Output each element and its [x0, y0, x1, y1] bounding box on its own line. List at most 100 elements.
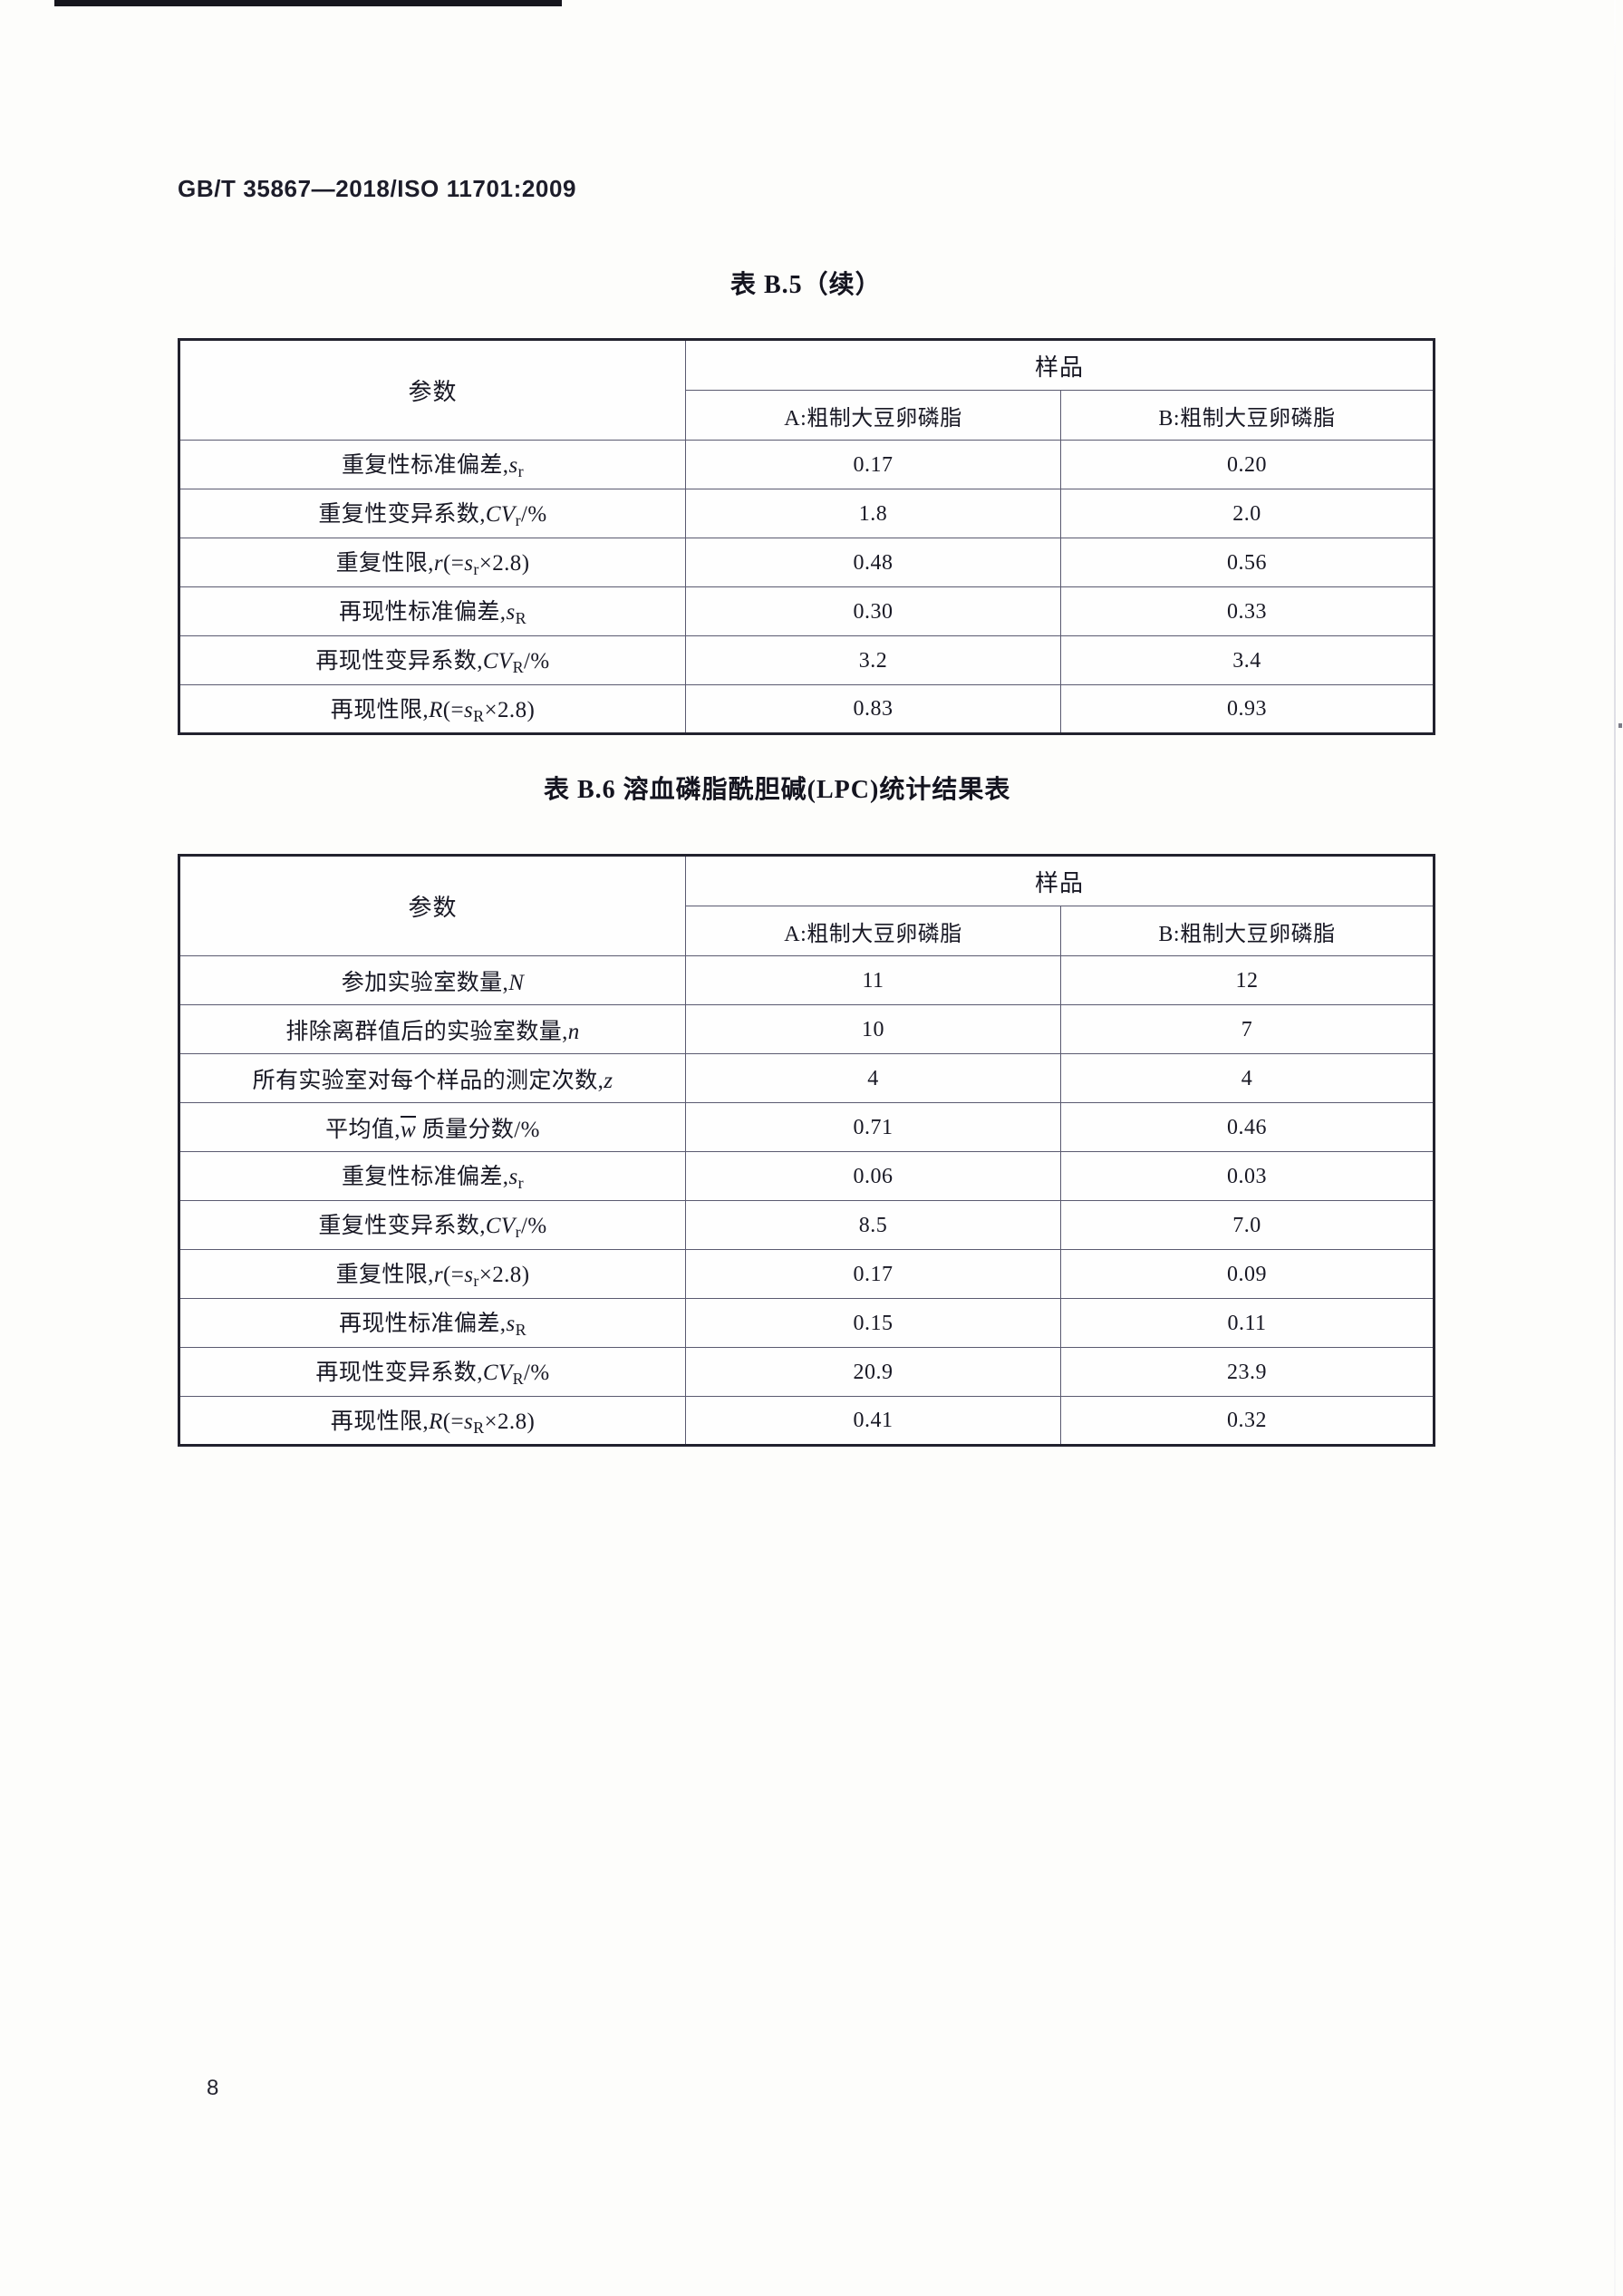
header-cell-sample-b: B:粗制大豆卵磷脂: [1060, 390, 1435, 441]
cell-value-sample-b: 0.93: [1060, 684, 1435, 735]
parameter-label: 所有实验室对每个样品的测定次数,z: [252, 1068, 613, 1093]
parameter-label: 再现性标准偏差,sR: [339, 1312, 527, 1340]
cell-value-sample-a: 0.48: [685, 538, 1061, 587]
parameter-label: 再现性限,R(=sR×2.8): [330, 1409, 536, 1438]
table-row: 再现性变异系数,CVR/% 3.2 3.4: [178, 635, 1435, 685]
table-row: 平均值,w 质量分数/% 0.71 0.46: [178, 1102, 1435, 1152]
cell-value-sample-b: 0.32: [1060, 1396, 1435, 1447]
value-text: 0.11: [1227, 1311, 1267, 1335]
value-text: 0.17: [853, 452, 894, 477]
cell-parameter: 重复性标准偏差,sr: [178, 1151, 686, 1201]
cell-value-sample-a: 20.9: [685, 1347, 1061, 1397]
cell-value-sample-b: 0.46: [1060, 1102, 1435, 1152]
table-row: 重复性变异系数,CVr/% 8.5 7.0: [178, 1200, 1435, 1250]
value-text: 3.2: [858, 648, 888, 673]
table-row: 再现性限,R(=sR×2.8) 0.83 0.93: [178, 684, 1435, 735]
header-cell-sample-a: A:粗制大豆卵磷脂: [685, 390, 1061, 441]
cell-parameter: 再现性限,R(=sR×2.8): [178, 684, 686, 735]
scan-speck-artifact: [1618, 723, 1622, 728]
cell-value-sample-a: 0.17: [685, 1249, 1061, 1299]
cell-parameter: 重复性标准偏差,sr: [178, 440, 686, 489]
table-row: 再现性变异系数,CVR/% 20.9 23.9: [178, 1347, 1435, 1397]
cell-value-sample-a: 10: [685, 1004, 1061, 1054]
cell-value-sample-a: 1.8: [685, 489, 1061, 538]
cell-parameter: 参加实验室数量,N: [178, 955, 686, 1005]
scan-edge-artifact-top: [54, 0, 562, 6]
cell-value-sample-a: 4: [685, 1053, 1061, 1103]
cell-parameter: 所有实验室对每个样品的测定次数,z: [178, 1053, 686, 1103]
value-text: 4: [1241, 1066, 1253, 1090]
value-text: 0.09: [1227, 1262, 1267, 1286]
value-text: 0.83: [853, 697, 894, 721]
cell-parameter: 再现性限,R(=sR×2.8): [178, 1396, 686, 1447]
cell-value-sample-a: 0.41: [685, 1396, 1061, 1447]
cell-parameter: 排除离群值后的实验室数量,n: [178, 1004, 686, 1054]
value-text: 20.9: [853, 1360, 894, 1384]
table-row: 排除离群值后的实验室数量,n 10 7: [178, 1004, 1435, 1054]
header-cell-sample-group: 样品: [685, 854, 1435, 906]
parameter-label: 再现性限,R(=sR×2.8): [330, 697, 536, 726]
value-text: 0.48: [853, 550, 894, 575]
cell-parameter: 再现性变异系数,CVR/%: [178, 635, 686, 685]
parameter-label: 再现性变异系数,CVR/%: [315, 649, 550, 677]
value-text: 11: [862, 968, 884, 993]
value-text: 0.06: [853, 1164, 894, 1188]
parameter-label: 重复性变异系数,CVr/%: [318, 1214, 547, 1242]
table-b5-head: 参数 样品 A:粗制大豆卵磷脂 B:粗制大豆卵磷脂: [178, 338, 1435, 441]
value-text: 0.32: [1227, 1409, 1267, 1432]
parameter-label: 排除离群值后的实验室数量,n: [285, 1019, 580, 1044]
value-text: 8.5: [858, 1213, 888, 1237]
table-b6-body: 参加实验室数量,N 11 12 排除离群值后的实验室数量,n 10 7 所有实验室对每个样品…: [178, 955, 1435, 1447]
cell-value-sample-a: 0.83: [685, 684, 1061, 735]
value-text: 1.8: [858, 501, 888, 526]
page-number: 8: [207, 2076, 219, 2100]
header-cell-sample-b: B:粗制大豆卵磷脂: [1060, 906, 1435, 956]
table-b5: 参数 样品 A:粗制大豆卵磷脂 B:粗制大豆卵磷脂 重复性标准偏差,sr 0.17…: [178, 338, 1435, 735]
cell-value-sample-b: 23.9: [1060, 1347, 1435, 1397]
table-b6: 参数 样品 A:粗制大豆卵磷脂 B:粗制大豆卵磷脂 参加实验室数量,N 11 12 排…: [178, 854, 1435, 1447]
cell-value-sample-a: 0.06: [685, 1151, 1061, 1201]
cell-value-sample-b: 0.11: [1060, 1298, 1435, 1348]
cell-value-sample-a: 0.71: [685, 1102, 1061, 1152]
cell-value-sample-b: 0.09: [1060, 1249, 1435, 1299]
parameter-label: 重复性标准偏差,sr: [342, 1165, 524, 1193]
value-text: 0.56: [1227, 550, 1267, 575]
cell-parameter: 再现性变异系数,CVR/%: [178, 1347, 686, 1397]
value-text: 7.0: [1232, 1213, 1261, 1237]
table-row: 再现性标准偏差,sR 0.30 0.33: [178, 586, 1435, 636]
table-caption-b5: 表 B.5（续）: [730, 271, 882, 299]
header-cell-sample-a: A:粗制大豆卵磷脂: [685, 906, 1061, 956]
value-text: 10: [862, 1017, 884, 1041]
table-row: 再现性标准偏差,sR 0.15 0.11: [178, 1298, 1435, 1348]
parameter-label: 重复性变异系数,CVr/%: [318, 502, 547, 530]
table-row: 重复性限,r(=sr×2.8) 0.17 0.09: [178, 1249, 1435, 1299]
table-row: 所有实验室对每个样品的测定次数,z 4 4: [178, 1053, 1435, 1103]
value-text: 0.93: [1227, 697, 1267, 721]
value-text: 23.9: [1227, 1360, 1267, 1384]
value-text: 0.41: [853, 1409, 894, 1432]
value-text: 7: [1241, 1017, 1253, 1041]
cell-value-sample-b: 7.0: [1060, 1200, 1435, 1250]
value-text: 0.03: [1227, 1164, 1267, 1188]
parameter-label: 重复性限,r(=sr×2.8): [335, 551, 530, 579]
value-text: 2.0: [1232, 501, 1261, 526]
cell-parameter: 平均值,w 质量分数/%: [178, 1102, 686, 1152]
cell-value-sample-a: 11: [685, 955, 1061, 1005]
cell-value-sample-b: 0.56: [1060, 538, 1435, 587]
running-head: GB/T 35867—2018/ISO 11701:2009: [178, 175, 577, 202]
table-b6-head: 参数 样品 A:粗制大豆卵磷脂 B:粗制大豆卵磷脂: [178, 854, 1435, 956]
cell-parameter: 再现性标准偏差,sR: [178, 1298, 686, 1348]
header-cell-parameter: 参数: [178, 338, 686, 441]
scan-edge-artifact-right: [1614, 0, 1616, 2296]
cell-value-sample-a: 8.5: [685, 1200, 1061, 1250]
cell-value-sample-b: 0.33: [1060, 586, 1435, 636]
cell-parameter: 再现性标准偏差,sR: [178, 586, 686, 636]
table-row: 重复性限,r(=sr×2.8) 0.48 0.56: [178, 538, 1435, 587]
cell-value-sample-a: 0.15: [685, 1298, 1061, 1348]
cell-value-sample-b: 3.4: [1060, 635, 1435, 685]
cell-parameter: 重复性限,r(=sr×2.8): [178, 538, 686, 587]
cell-value-sample-b: 4: [1060, 1053, 1435, 1103]
value-text: 0.20: [1227, 452, 1267, 477]
table-row: 参加实验室数量,N 11 12: [178, 955, 1435, 1005]
